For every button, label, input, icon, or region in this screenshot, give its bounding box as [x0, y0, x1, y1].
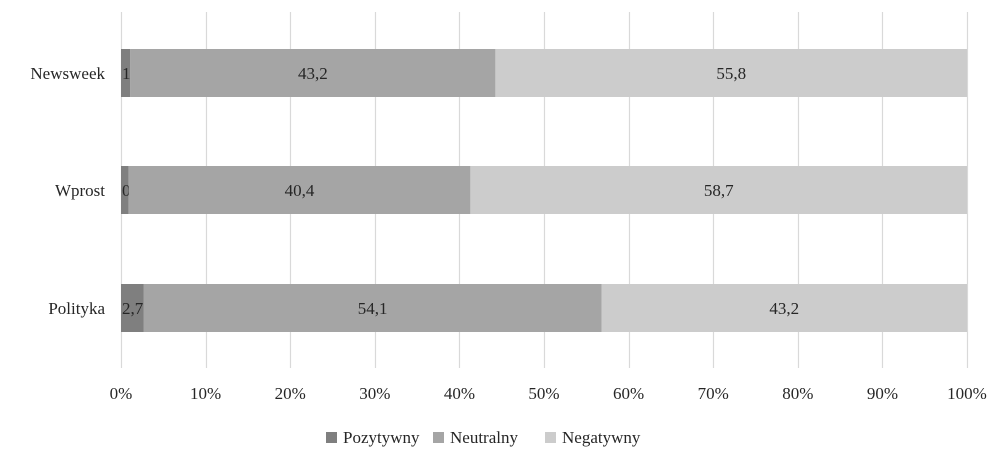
legend-swatch-neutralny	[433, 432, 444, 443]
category-labels: Newsweek Wprost Polityka	[30, 64, 105, 318]
legend-swatch-negatywny	[545, 432, 556, 443]
bar-pozytywny-polityka	[121, 284, 144, 332]
data-label-negatywny-polityka: 43,2	[769, 299, 799, 318]
x-tick-label-0: 0%	[110, 384, 133, 403]
bar-negatywny-polityka	[601, 284, 967, 332]
category-label-wprost: Wprost	[55, 181, 105, 200]
legend-label-negatywny: Negatywny	[562, 428, 641, 447]
legend-swatch-pozytywny	[326, 432, 337, 443]
bar-neutralny-polityka	[143, 284, 602, 332]
data-label-neutralny-wprost: 40,4	[285, 181, 315, 200]
data-label-negatywny-wprost: 58,7	[704, 181, 734, 200]
x-tick-label-3: 30%	[359, 384, 390, 403]
x-tick-label-5: 50%	[528, 384, 559, 403]
x-tick-label-7: 70%	[698, 384, 729, 403]
x-tick-label-8: 80%	[782, 384, 813, 403]
x-tick-label-10: 100%	[947, 384, 987, 403]
bar-negatywny-newsweek	[495, 49, 967, 97]
category-label-newsweek: Newsweek	[30, 64, 105, 83]
x-tick-label-6: 60%	[613, 384, 644, 403]
bar-negatywny-wprost	[470, 166, 967, 214]
x-tick-label-9: 90%	[867, 384, 898, 403]
bar-neutralny-newsweek	[130, 49, 496, 97]
legend-label-pozytywny: Pozytywny	[343, 428, 420, 447]
x-tick-label-2: 20%	[275, 384, 306, 403]
data-label-neutralny-polityka: 54,1	[358, 299, 388, 318]
bar-neutralny-wprost	[128, 166, 471, 214]
bar-pozytywny-newsweek	[121, 49, 131, 97]
data-label-negatywny-newsweek: 55,8	[716, 64, 746, 83]
data-label-pozytywny-polityka: 2,7	[122, 299, 144, 318]
x-tick-label-4: 40%	[444, 384, 475, 403]
category-label-polityka: Polityka	[48, 299, 105, 318]
data-label-neutralny-newsweek: 43,2	[298, 64, 328, 83]
legend: Pozytywny Neutralny Negatywny	[326, 428, 641, 447]
x-tick-label-1: 10%	[190, 384, 221, 403]
bars: 1,143,255,80,940,458,72,754,143,2	[121, 49, 967, 332]
legend-label-neutralny: Neutralny	[450, 428, 518, 447]
x-axis-tick-labels: 0% 10% 20% 30% 40% 50% 60% 70% 80% 90% 100%	[110, 384, 987, 403]
bar-pozytywny-wprost	[121, 166, 129, 214]
